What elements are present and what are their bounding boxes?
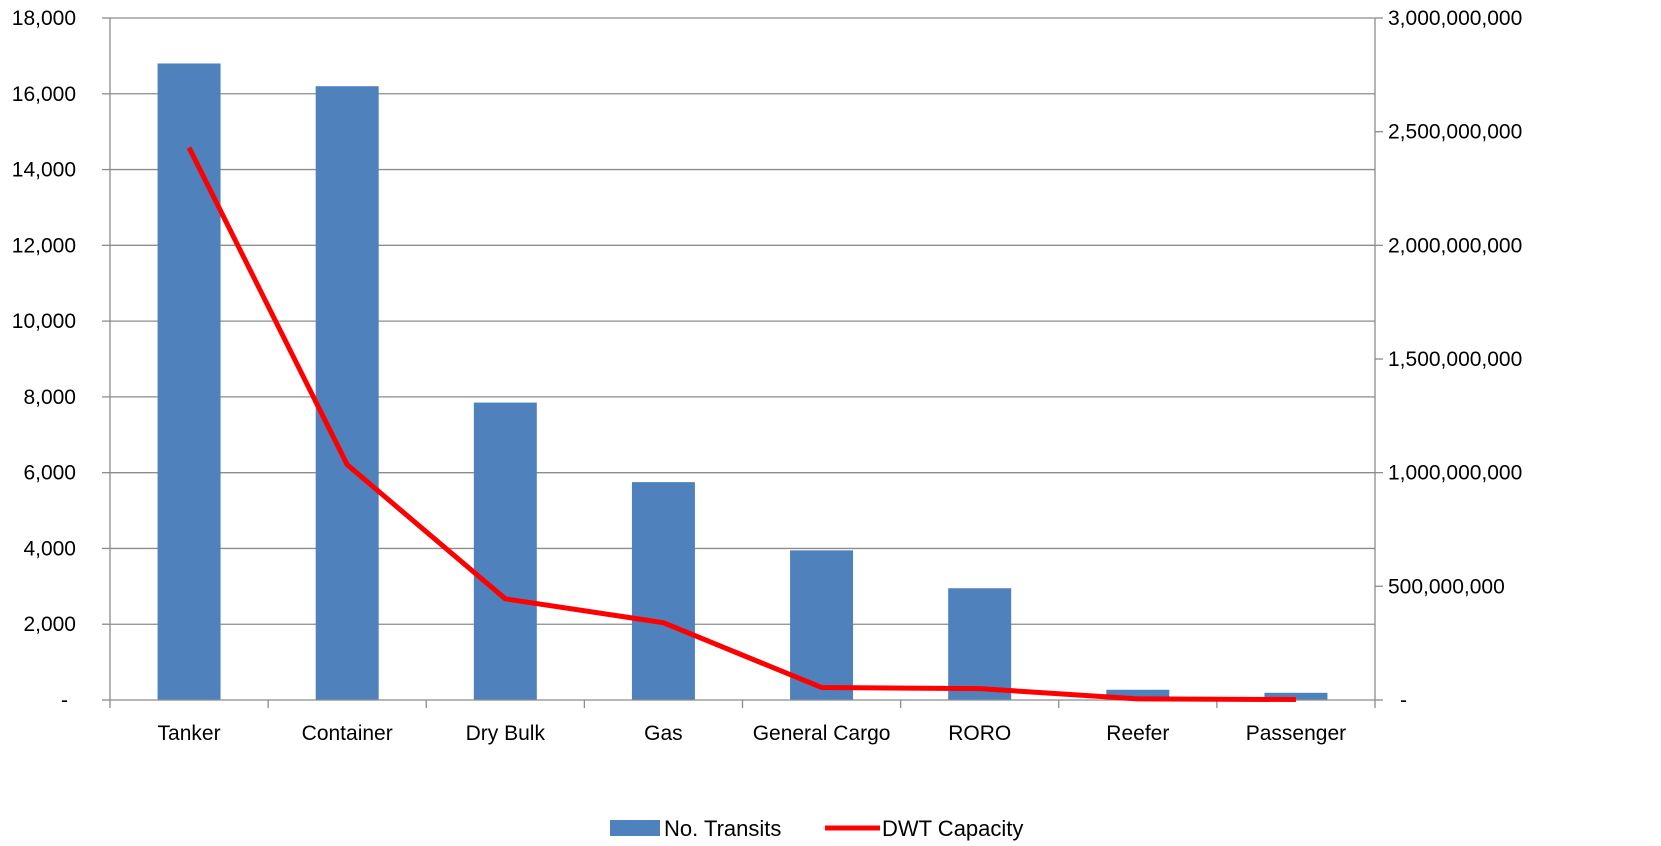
left-tick-label: 8,000 bbox=[23, 386, 76, 409]
bar-roro bbox=[948, 588, 1012, 700]
bar-dry-bulk bbox=[473, 402, 537, 700]
right-tick-label: 3,000,000,000 bbox=[1388, 7, 1522, 30]
bar-reefer bbox=[1106, 689, 1170, 700]
x-tick-label: Dry Bulk bbox=[466, 722, 546, 745]
bar-container bbox=[315, 86, 379, 700]
x-tick-label: Reefer bbox=[1106, 722, 1169, 745]
x-axis-tick-labels: Tanker Container Dry Bulk Gas General Cargo R… bbox=[158, 722, 1347, 745]
x-tick-label: Passenger bbox=[1246, 722, 1346, 745]
bar-passenger bbox=[1264, 692, 1328, 700]
left-tick-label: 12,000 bbox=[12, 234, 76, 257]
x-tick-label: General Cargo bbox=[753, 722, 891, 745]
bar-general-cargo bbox=[790, 550, 854, 700]
legend-label-no-transits: No. Transits bbox=[664, 816, 781, 841]
legend: No. Transits DWT Capacity bbox=[610, 816, 1023, 841]
bar-gas bbox=[631, 482, 695, 700]
right-tick-label: 2,500,000,000 bbox=[1388, 121, 1522, 144]
legend-label-dwt-capacity: DWT Capacity bbox=[882, 816, 1023, 841]
left-axis-tick-labels: - 2,000 4,000 6,000 8,000 10,000 12,000 14,000 1… bbox=[12, 7, 76, 712]
x-tick-label: RORO bbox=[948, 722, 1011, 745]
bar-series-no-transits bbox=[157, 63, 1328, 700]
gridlines bbox=[110, 17, 1375, 625]
left-tick-label: 18,000 bbox=[12, 7, 76, 30]
left-tick-label: 10,000 bbox=[12, 310, 76, 333]
bar-tanker bbox=[157, 63, 221, 700]
right-tick-label: 1,000,000,000 bbox=[1388, 462, 1522, 485]
line-series-dwt-capacity bbox=[186, 146, 1297, 703]
x-tick-label: Tanker bbox=[158, 722, 221, 745]
x-tick-label: Container bbox=[302, 722, 393, 745]
legend-swatch-no-transits bbox=[610, 820, 660, 836]
left-tick-label: 16,000 bbox=[12, 83, 76, 106]
right-axis-tick-labels: - 500,000,000 1,000,000,000 1,500,000,000 2,… bbox=[1388, 7, 1522, 712]
dwt-capacity-line bbox=[186, 146, 1296, 703]
right-tick-label: 1,500,000,000 bbox=[1388, 348, 1522, 371]
left-tick-label: 6,000 bbox=[23, 462, 76, 485]
left-tick-label: 14,000 bbox=[12, 159, 76, 182]
left-tick-label: 2,000 bbox=[23, 613, 76, 636]
left-tick-label: 4,000 bbox=[23, 537, 76, 560]
right-tick-label: 2,000,000,000 bbox=[1388, 234, 1522, 257]
right-tick-label: - bbox=[1400, 689, 1407, 712]
right-tick-label: 500,000,000 bbox=[1388, 575, 1505, 598]
left-tick-label: - bbox=[61, 689, 68, 712]
x-tick-label: Gas bbox=[644, 722, 683, 745]
